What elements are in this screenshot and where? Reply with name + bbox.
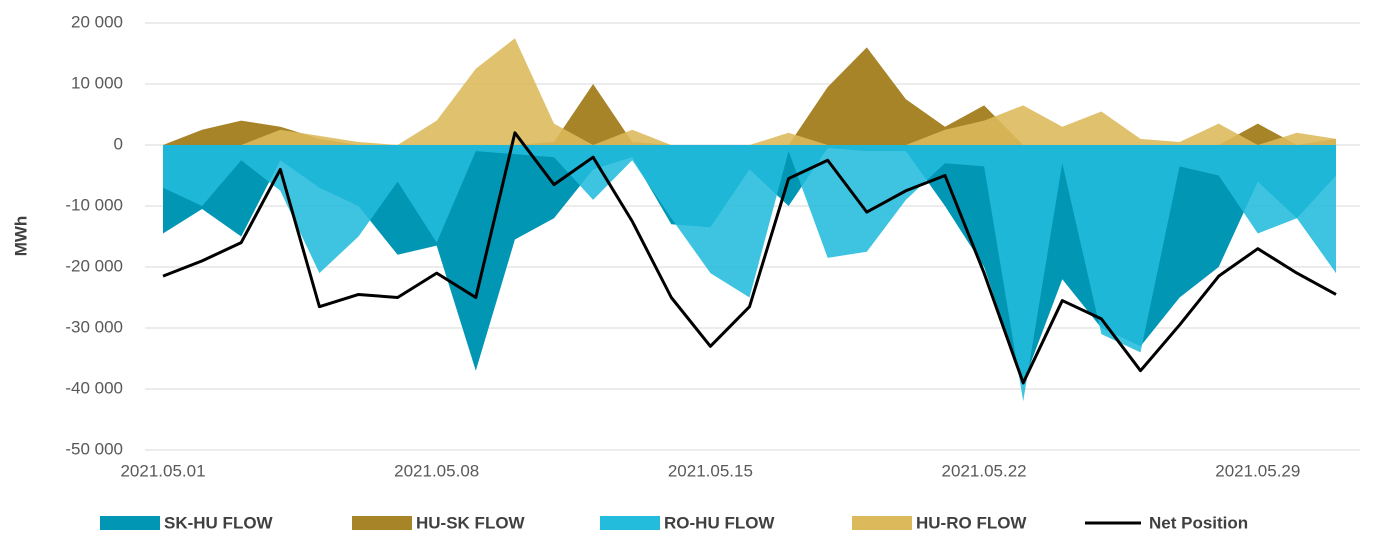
y-tick-label: -20 000: [65, 256, 123, 275]
legend-swatch: [852, 516, 912, 530]
area: [163, 145, 1336, 402]
y-tick-label: -30 000: [65, 317, 123, 336]
legend-text: RO-HU FLOW: [664, 513, 775, 532]
x-tick-label: 2021.05.15: [668, 461, 753, 480]
y-tick-label: -50 000: [65, 439, 123, 458]
y-tick-label: 0: [114, 134, 123, 153]
y-axis-label: MWh: [11, 216, 30, 257]
area: [163, 38, 1336, 145]
y-tick-label: 20 000: [71, 12, 123, 31]
area: [163, 47, 1336, 145]
y-tick-label: -10 000: [65, 195, 123, 214]
x-tick-label: 2021.05.01: [120, 461, 205, 480]
legend-text: HU-RO FLOW: [916, 513, 1027, 532]
y-tick-label: -40 000: [65, 378, 123, 397]
x-tick-label: 2021.05.08: [394, 461, 479, 480]
legend-text: SK-HU FLOW: [164, 513, 274, 532]
legend-text: HU-SK FLOW: [416, 513, 526, 532]
x-tick-label: 2021.05.29: [1215, 461, 1300, 480]
line: [162, 131, 1337, 385]
legend-text: Net Position: [1149, 513, 1248, 532]
legend-swatch: [600, 516, 660, 530]
legend-swatch: [100, 516, 160, 530]
y-tick-label: 10 000: [71, 73, 123, 92]
legend-swatch: [352, 516, 412, 530]
x-tick-label: 2021.05.22: [942, 461, 1027, 480]
